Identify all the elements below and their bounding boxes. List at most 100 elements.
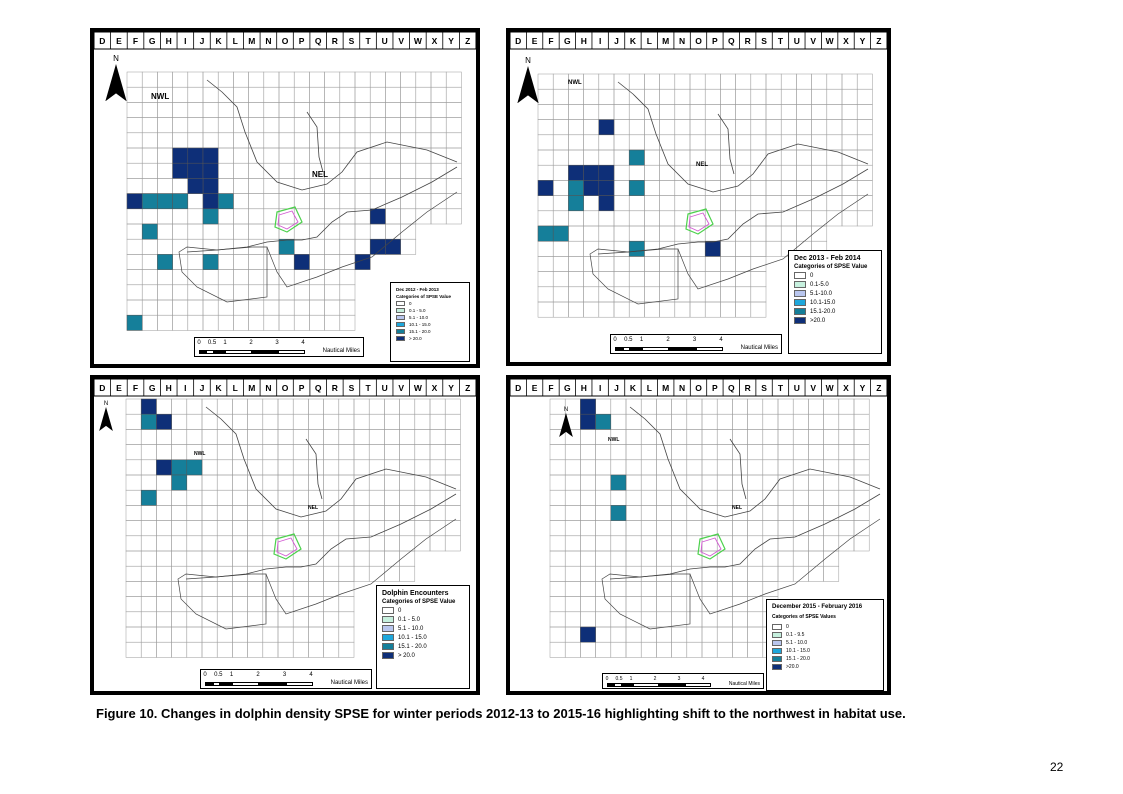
scale-tick: 3 — [282, 672, 287, 678]
column-label: E — [116, 36, 122, 46]
density-cell — [628, 240, 645, 257]
column-label: J — [614, 383, 619, 393]
legend-swatch — [772, 632, 782, 638]
page-number: 22 — [1050, 760, 1064, 774]
scale-tick: 1 — [639, 337, 644, 343]
legend-title: Dec 2013 - Feb 2014 — [794, 255, 861, 262]
column-label: N — [679, 36, 685, 46]
north-label: N — [563, 407, 569, 413]
legend-swatch — [382, 607, 394, 614]
column-label: R — [332, 36, 338, 46]
legend-subtitle: Categories of SPSE Value — [396, 294, 452, 299]
column-label: K — [630, 36, 637, 46]
column-label: M — [662, 36, 669, 46]
legend-item: 0.1 - 9.5 — [772, 632, 878, 638]
legend-swatch — [396, 301, 405, 306]
column-label: L — [647, 383, 652, 393]
column-label: L — [647, 36, 652, 46]
density-cell — [568, 195, 584, 212]
column-label: F — [133, 36, 138, 46]
column-label: W — [826, 383, 835, 393]
column-label: J — [200, 383, 205, 393]
density-cell — [580, 413, 596, 430]
density-cell — [140, 398, 157, 415]
column-label: E — [532, 383, 538, 393]
column-label: V — [810, 383, 816, 393]
legend-item-label: 5.1 - 10.0 — [409, 315, 429, 320]
column-label: S — [761, 36, 767, 46]
density-cell — [186, 459, 203, 476]
density-cells — [537, 119, 721, 257]
legend-item-label: >20.0 — [810, 317, 826, 324]
coastline — [601, 406, 881, 630]
column-label: H — [581, 36, 587, 46]
nwl-label: NWL — [151, 92, 170, 101]
column-label: K — [630, 383, 637, 393]
column-label: S — [761, 383, 767, 393]
scale-tick: 3 — [677, 676, 681, 682]
scale-unit: Nautical Miles — [728, 681, 760, 687]
density-cell — [598, 164, 615, 181]
legend-item: 5.1 - 10.0 — [396, 315, 464, 320]
column-label: I — [184, 383, 186, 393]
density-cells — [140, 398, 203, 506]
density-cell — [537, 180, 554, 196]
scale-tick: 1 — [629, 676, 633, 682]
legend-subtitle: Categories of SPSE Value — [382, 599, 456, 605]
column-label: Z — [876, 383, 881, 393]
density-cell — [202, 162, 219, 179]
column-label: V — [810, 36, 816, 46]
scale-tick: 0 — [197, 340, 201, 346]
density-cell — [187, 162, 204, 179]
nel-label: NEL — [308, 505, 318, 511]
density-cell — [202, 254, 219, 270]
column-label: H — [166, 36, 172, 46]
column-label: X — [843, 383, 849, 393]
legend-swatch — [772, 640, 782, 646]
density-cell — [568, 180, 584, 196]
legend-item: 5.1 - 10.0 — [772, 640, 878, 646]
column-label: E — [532, 36, 538, 46]
legend-swatch — [772, 664, 782, 670]
legend-swatch — [396, 308, 405, 313]
column-label: T — [778, 383, 784, 393]
legend-swatch — [396, 315, 405, 320]
column-label: F — [548, 36, 553, 46]
nwl-label: NWL — [194, 451, 206, 457]
legend-item-label: 0.1 - 5.0 — [409, 308, 426, 313]
density-cell — [598, 195, 615, 212]
scale-bar: 0 0.5 1 2 3 4 Nautical Miles — [200, 669, 372, 689]
north-arrow-icon — [517, 66, 539, 104]
legend-item-label: 15.1 - 20.0 — [786, 656, 810, 662]
density-cell — [583, 164, 600, 181]
scale-bar: 0 0.5 1 2 3 4 Nautical Miles — [194, 337, 364, 357]
north-arrow: N — [98, 401, 114, 431]
scale-tick: 0 — [203, 672, 207, 678]
marine-park-boundary — [274, 206, 303, 233]
legend-item-label: 5.1 - 10.0 — [398, 625, 424, 632]
legend: Dec 2013 - Feb 2014 Categories of SPSE V… — [788, 250, 882, 354]
scale-tick: 0.5 — [207, 340, 217, 346]
density-cell — [157, 254, 173, 270]
scale-tick: 4 — [309, 672, 313, 678]
scale-bar-graphic — [615, 347, 723, 351]
legend-item-label: 10.1 - 15.0 — [398, 634, 427, 641]
legend-item-label: 10.1 - 15.0 — [786, 648, 810, 654]
density-cell — [583, 180, 600, 196]
column-label: H — [581, 383, 587, 393]
legend-item: 0.1-5.0 — [794, 281, 876, 288]
legend-subtitle: Categories of SPSE Value — [794, 264, 868, 270]
airport-boundary — [688, 212, 710, 232]
legend-item-label: 0 — [810, 272, 814, 279]
column-label: Y — [448, 36, 454, 46]
legend-swatch — [772, 624, 782, 630]
legend-swatch — [794, 308, 806, 315]
column-label: N — [679, 383, 685, 393]
density-cell — [595, 413, 612, 430]
scale-bar: 0 0.5 1 2 3 4 Nautical Miles — [602, 673, 764, 689]
